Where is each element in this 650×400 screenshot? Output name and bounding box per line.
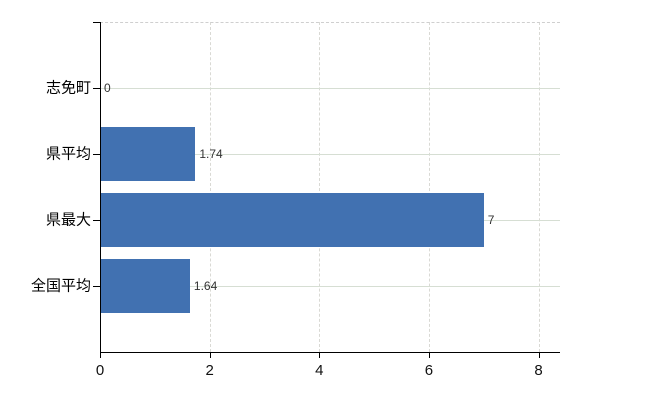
value-label: 1.64 bbox=[193, 279, 218, 293]
y-tick bbox=[93, 220, 100, 221]
x-tick-label: 8 bbox=[534, 362, 543, 379]
y-tick bbox=[93, 88, 100, 89]
x-tick-label: 0 bbox=[95, 362, 105, 379]
x-tick bbox=[538, 352, 540, 358]
value-label: 0 bbox=[104, 81, 111, 95]
x-tick bbox=[428, 352, 430, 358]
bar-全国平均 bbox=[101, 259, 190, 313]
x-tick-label: 2 bbox=[205, 362, 214, 379]
y-tick bbox=[93, 286, 100, 287]
bar-県最大 bbox=[101, 193, 484, 247]
category-label-県最大: 県最大 bbox=[45, 211, 91, 229]
y-gridline bbox=[100, 88, 560, 89]
bar-県平均 bbox=[101, 127, 195, 181]
x-axis-line bbox=[100, 352, 560, 353]
x-gridline bbox=[428, 22, 430, 352]
x-gridline bbox=[319, 22, 321, 352]
x-gridline bbox=[209, 22, 211, 352]
x-tick bbox=[319, 352, 321, 358]
x-tick bbox=[100, 352, 101, 358]
category-label-志免町: 志免町 bbox=[45, 79, 91, 97]
x-tick-label: 4 bbox=[315, 362, 324, 379]
y-axis-top-tick bbox=[93, 22, 100, 23]
category-label-県平均: 県平均 bbox=[45, 145, 91, 163]
plot-top-border bbox=[100, 22, 560, 23]
category-label-全国平均: 全国平均 bbox=[30, 277, 91, 295]
y-tick bbox=[93, 154, 100, 155]
value-label: 1.74 bbox=[199, 147, 223, 161]
x-gridline bbox=[538, 22, 540, 352]
x-tick bbox=[209, 352, 211, 358]
y-gridline bbox=[100, 286, 560, 287]
x-tick-label: 6 bbox=[424, 362, 434, 379]
value-label: 7 bbox=[487, 213, 495, 227]
y-gridline bbox=[100, 154, 560, 155]
y-axis-line bbox=[100, 22, 101, 352]
